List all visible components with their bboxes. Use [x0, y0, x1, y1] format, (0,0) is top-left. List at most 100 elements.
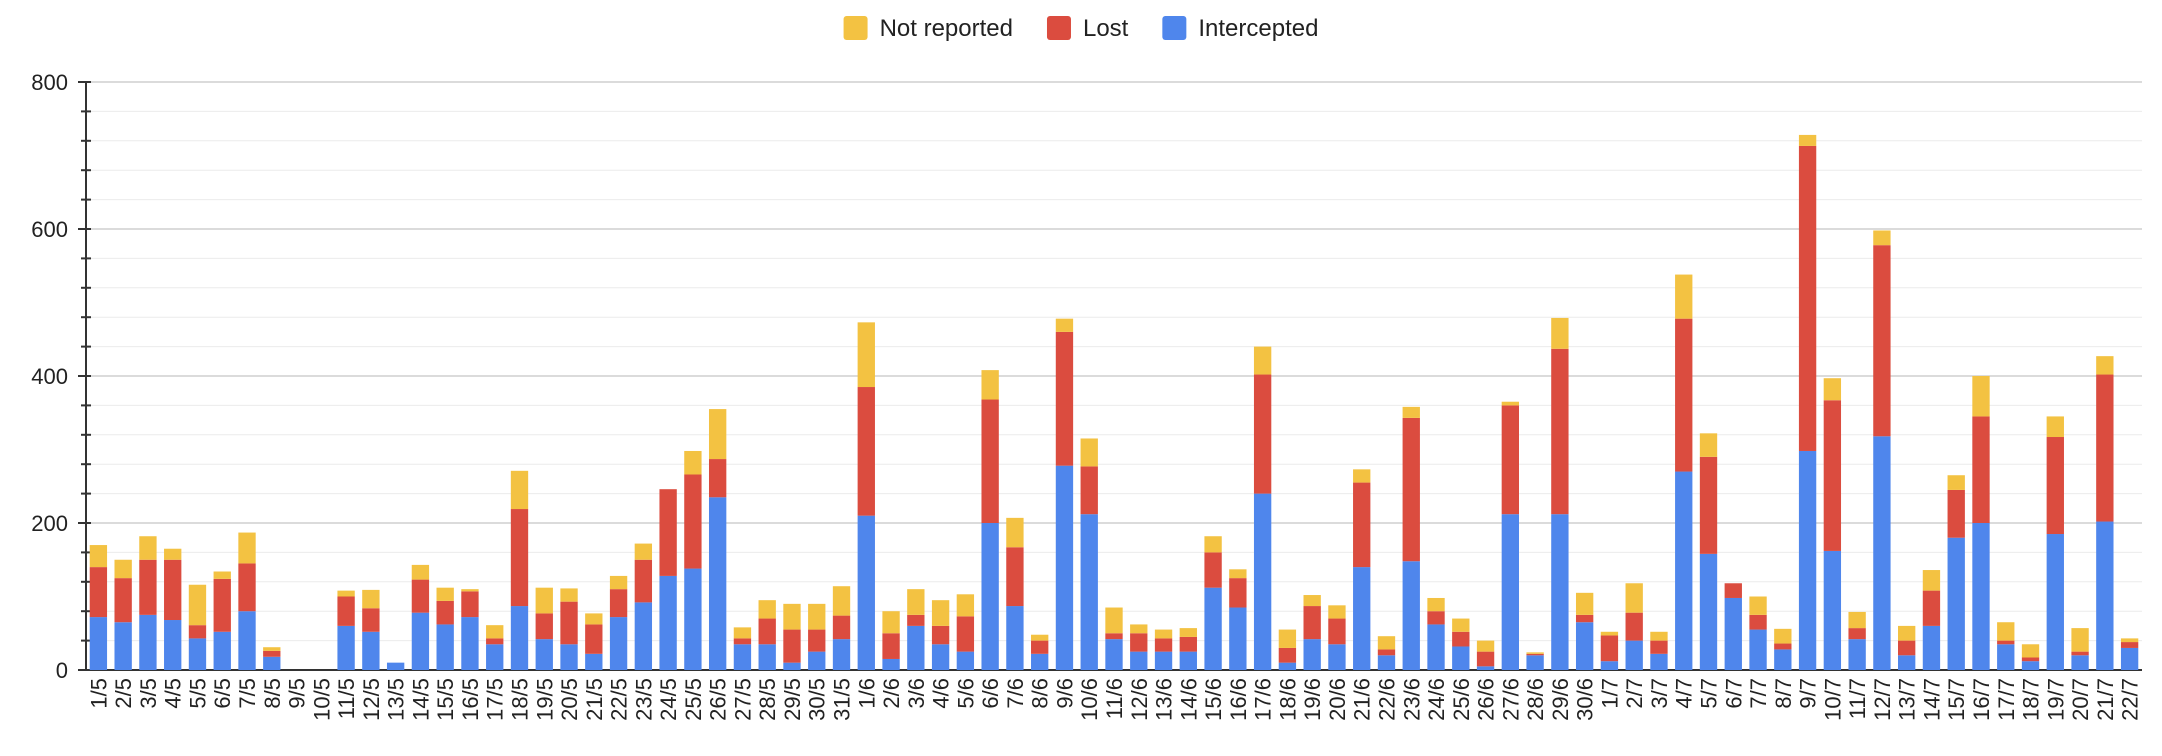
bar-intercepted-10-6 [1080, 514, 1098, 670]
x-tick-label: 4/5 [161, 678, 186, 709]
x-tick-label: 5/7 [1697, 678, 1722, 709]
x-tick-label: 2/7 [1622, 678, 1647, 709]
bar-lost-29-5 [783, 629, 801, 663]
bar-not-reported-11-6 [1105, 607, 1123, 634]
x-tick-label: 21/5 [582, 678, 607, 721]
bar-intercepted-4-7 [1675, 471, 1693, 670]
bar-lost-11-7 [1848, 628, 1866, 640]
x-tick-label: 15/5 [433, 678, 458, 721]
bar-lost-21-7 [2096, 374, 2114, 522]
bar-intercepted-7-5 [238, 611, 256, 670]
bar-not-reported-19-6 [1303, 595, 1321, 607]
x-tick-label: 29/5 [780, 678, 805, 721]
bar-intercepted-7-7 [1749, 629, 1767, 670]
bar-intercepted-8-7 [1774, 649, 1792, 670]
x-tick-label: 22/6 [1374, 678, 1399, 721]
bar-not-reported-22-7 [2120, 638, 2139, 643]
bar-lost-21-6 [1353, 482, 1371, 568]
bar-not-reported-6-5 [213, 571, 231, 579]
legend-swatch-lost [1046, 16, 1071, 40]
bar-intercepted-14-7 [1922, 625, 1941, 670]
bar-lost-9-7 [1798, 145, 1817, 451]
bar-lost-26-5 [708, 459, 727, 498]
bar-intercepted-30-5 [808, 651, 826, 670]
bar-lost-24-6 [1427, 611, 1445, 625]
bar-lost-18-6 [1278, 647, 1297, 663]
x-tick-label: 11/7 [1845, 678, 1870, 719]
x-tick-label: 26/6 [1474, 678, 1499, 721]
bar-lost-23-6 [1402, 417, 1420, 562]
bar-intercepted-27-5 [733, 644, 752, 670]
bar-not-reported-7-7 [1749, 596, 1767, 615]
x-tick-label: 4/6 [929, 678, 954, 709]
bar-lost-20-6 [1328, 618, 1346, 645]
x-tick-label: 27/5 [730, 678, 755, 721]
bar-lost-31-5 [832, 615, 851, 640]
bar-lost-8-7 [1774, 643, 1792, 650]
bar-lost-21-5 [585, 624, 603, 654]
bar-lost-4-5 [164, 559, 182, 621]
legend-label-intercepted: Intercepted [1198, 15, 1318, 42]
bar-not-reported-5-6 [956, 594, 975, 617]
bar-intercepted-19-7 [2046, 534, 2064, 670]
bar-lost-12-6 [1130, 633, 1148, 652]
x-tick-label: 17/6 [1251, 678, 1276, 721]
bar-lost-10-6 [1080, 466, 1098, 515]
bar-intercepted-7-6 [1006, 606, 1024, 670]
x-tick-label: 21/6 [1350, 678, 1375, 721]
bar-lost-22-6 [1377, 649, 1396, 656]
bar-not-reported-9-7 [1798, 134, 1817, 146]
bar-intercepted-4-5 [164, 620, 182, 670]
x-tick-label: 1/7 [1597, 678, 1622, 709]
x-tick-label: 19/6 [1300, 678, 1325, 721]
bar-not-reported-15-6 [1204, 536, 1222, 553]
bar-intercepted-24-6 [1427, 624, 1445, 670]
bar-not-reported-12-7 [1873, 230, 1891, 246]
bar-lost-25-5 [684, 474, 702, 569]
bar-not-reported-28-5 [758, 600, 776, 619]
bar-intercepted-6-5 [213, 631, 231, 670]
x-tick-label: 31/5 [830, 678, 855, 721]
x-tick-label: 18/6 [1275, 678, 1300, 721]
bar-not-reported-15-7 [1947, 475, 1965, 490]
bar-not-reported-2-5 [114, 559, 132, 579]
bar-not-reported-30-6 [1575, 592, 1594, 615]
bar-intercepted-5-6 [956, 651, 975, 670]
x-tick-label: 8/5 [260, 678, 285, 709]
bar-lost-13-6 [1154, 638, 1173, 652]
bar-not-reported-26-6 [1476, 640, 1495, 652]
bar-not-reported-27-5 [733, 627, 752, 639]
bar-not-reported-3-5 [139, 536, 157, 560]
x-tick-label: 23/6 [1399, 678, 1424, 721]
bar-lost-7-6 [1006, 547, 1024, 607]
bar-not-reported-3-6 [907, 589, 925, 615]
x-tick-label: 18/5 [507, 678, 532, 721]
bar-lost-24-5 [659, 489, 677, 576]
x-tick-label: 1/6 [854, 678, 879, 709]
x-tick-label: 10/7 [1820, 678, 1845, 721]
x-tick-label: 14/7 [1919, 678, 1944, 721]
bar-intercepted-25-6 [1452, 646, 1470, 670]
bar-not-reported-20-6 [1328, 605, 1346, 619]
bar-not-reported-13-7 [1898, 625, 1916, 641]
bar-lost-4-6 [931, 625, 950, 645]
bar-lost-14-5 [411, 579, 430, 613]
bar-not-reported-8-6 [1031, 634, 1049, 641]
y-tick-labels: 0 200 400 600 800 [31, 70, 68, 683]
legend-label-lost: Lost [1083, 15, 1129, 42]
bar-intercepted-14-5 [411, 612, 430, 670]
bar-intercepted-1-5 [89, 617, 108, 670]
bar-lost-11-5 [337, 596, 355, 626]
bar-intercepted-25-5 [684, 568, 702, 670]
bar-not-reported-10-7 [1823, 378, 1842, 401]
bar-intercepted-14-6 [1179, 651, 1197, 670]
bar-not-reported-7-5 [238, 532, 256, 564]
bar-lost-19-6 [1303, 606, 1321, 640]
bar-intercepted-13-5 [386, 662, 405, 670]
x-tick-label: 2/5 [111, 678, 136, 709]
bar-intercepted-3-5 [139, 614, 157, 670]
bar-not-reported-28-6 [1526, 652, 1544, 654]
bar-intercepted-23-5 [634, 602, 653, 670]
x-tick-label: 27/6 [1498, 678, 1523, 721]
bar-not-reported-16-6 [1229, 569, 1247, 579]
